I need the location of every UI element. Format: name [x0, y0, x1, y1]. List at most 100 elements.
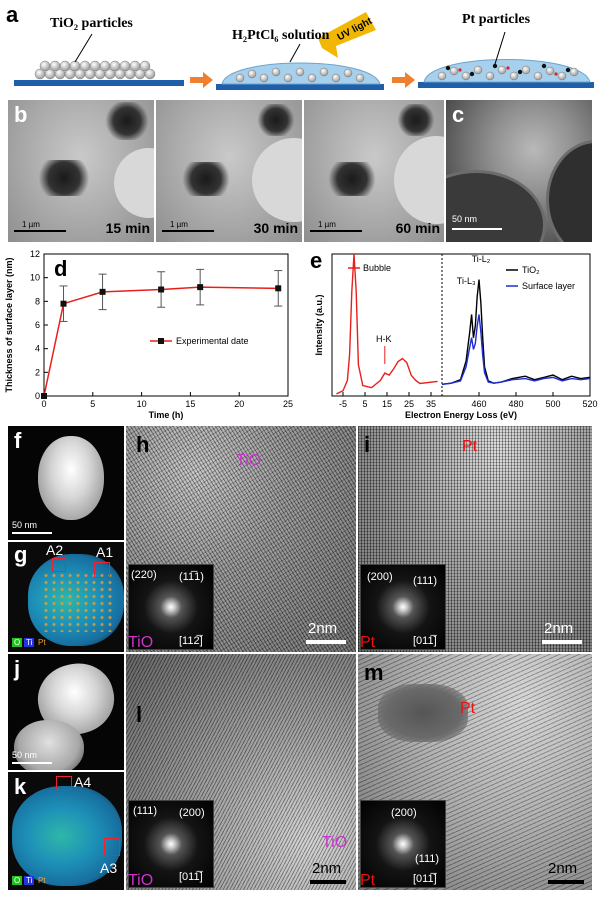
y-axis-title: Intensity (a.u.): [314, 294, 324, 355]
data-point: [41, 393, 47, 399]
particle-cluster-3: [437, 65, 579, 81]
annotation-ti-l2: Ti-L₂: [472, 254, 491, 264]
y-tick-label: 8: [35, 296, 40, 306]
legend-o: O: [12, 876, 23, 885]
legend-label: Surface layer: [522, 281, 575, 291]
panel-label-c: c: [452, 102, 465, 127]
legend-marker: [158, 338, 164, 344]
y-tick-label: 4: [35, 344, 40, 354]
fft-zone-axis: [011̅]: [413, 873, 437, 885]
fft-index-2: (111): [415, 853, 440, 865]
phase-label-tio: TiO: [236, 452, 262, 469]
panel-label-j: j: [14, 656, 21, 681]
scale-bar-label: 1 µm: [22, 220, 40, 229]
panel-label-g: g: [14, 542, 28, 567]
fft-index-1: (200): [367, 571, 393, 583]
legend-pt: Pt: [38, 638, 46, 647]
legend-label: Bubble: [363, 263, 391, 273]
fft-zone-axis: [011̅]: [413, 635, 437, 647]
fft-label: TiO: [128, 634, 154, 651]
region-a4-box: [56, 776, 72, 790]
time-label: 60 min: [395, 220, 440, 236]
scale-bar-label: 1 µm: [170, 220, 188, 229]
panel-label-f: f: [14, 428, 22, 453]
x-tick-label: 520: [582, 399, 597, 409]
legend-o: O: [12, 638, 23, 647]
series-line-bubble: [336, 253, 438, 395]
x-tick-label: 15: [185, 399, 195, 409]
x-axis-title: Electron Energy Loss (eV): [405, 410, 517, 420]
scale-bar: [310, 230, 362, 232]
panel-k: k A4 A3 O Ti Pt: [8, 772, 124, 890]
series-line-tio2: [441, 279, 591, 386]
legend-label: Experimental date: [176, 336, 249, 346]
scale-bar: [548, 880, 584, 884]
panel-h: h TiO (220) (11̅1) [112̅] TiO 2nm: [126, 426, 356, 652]
schematic-diagram: [14, 12, 594, 90]
panel-a: a: [0, 0, 600, 100]
panel-d-chart: d 0 5 10 15 20 25 0 2 4 6 8 10 12 Time (h) Thickness of…: [4, 249, 293, 420]
substrate-3: [418, 82, 594, 88]
annotation-hk: H-K: [376, 334, 392, 344]
panel-g: g A2 A1 O Ti Pt: [8, 542, 124, 652]
panel-c: c 50 nm: [446, 100, 592, 242]
legend-ti: Ti: [24, 876, 35, 885]
x-tick-label: 25: [404, 399, 414, 409]
scale-bar-label: 2nm: [308, 620, 338, 637]
tio2-particle-cluster-2: [235, 67, 365, 83]
panel-l: l TiO (111) (200) [011̅] TiO 2nm: [126, 654, 356, 890]
red-dots: [458, 66, 558, 76]
pointer-line-2: [289, 43, 301, 63]
particle-shape: [546, 140, 592, 242]
scale-bar-label: 50 nm: [12, 520, 38, 530]
x-tick-label: 5: [90, 399, 95, 409]
tio2-particle-cluster-1: [34, 60, 156, 80]
y-tick-label: 2: [35, 367, 40, 377]
process-arrow-2: [392, 72, 415, 88]
bubble: [114, 148, 154, 218]
fft-inset: (220) (11̅1) [112̅]: [128, 564, 214, 650]
particle-shape: [446, 170, 546, 242]
substrate-1: [14, 80, 184, 86]
panel-b-frame-2: 1 µm 30 min: [156, 100, 302, 242]
panel-label-d: d: [54, 256, 67, 281]
fft-index-2: (11̅1): [179, 571, 204, 583]
panel-label-h: h: [136, 432, 150, 457]
scale-bar: [542, 640, 582, 644]
region-a1-label: A1: [96, 544, 114, 560]
data-point: [60, 300, 67, 307]
data-point: [99, 288, 106, 295]
panel-i: i Pt (200) (111) [011̅] Pt 2nm: [358, 426, 592, 652]
x-tick-label: -5: [339, 399, 347, 409]
x-tick-label: 10: [137, 399, 147, 409]
scale-bar: [452, 228, 502, 230]
panel-label-b: b: [14, 102, 28, 127]
scale-bar: [162, 230, 214, 232]
annotation-ti-l3: Ti-L₃: [457, 276, 476, 286]
scale-bar-label: 50 nm: [452, 214, 478, 224]
panel-b-frame-1: 1 µm 15 min: [8, 100, 154, 242]
fft-inset: (200) (111) [011̅]: [360, 564, 446, 650]
y-axis-title: Thickness of surface layer (nm): [4, 257, 14, 392]
region-a3-box: [104, 838, 120, 856]
fft-index-1: (220): [131, 569, 157, 581]
panel-f: f 50 nm: [8, 426, 124, 540]
fft-label: TiO: [128, 872, 154, 889]
particle-agglomerate: [324, 162, 380, 196]
panel-j: j 50 nm: [8, 654, 124, 770]
fft-zone-axis: [011̅]: [179, 871, 203, 883]
scale-bar-label: 2nm: [544, 620, 574, 637]
step1-label: TiO₂ particles: [50, 16, 133, 31]
scale-bar: [12, 762, 52, 764]
y-tick-label: 12: [30, 249, 40, 259]
scale-bar-label: 2nm: [548, 860, 578, 877]
fft-label: Pt: [360, 634, 376, 651]
fft-index-1: (111): [133, 805, 158, 817]
panel-label-k: k: [14, 774, 27, 799]
x-tick-label: 500: [545, 399, 560, 409]
data-point: [197, 284, 204, 291]
x-tick-label: 460: [471, 399, 486, 409]
pointer-line-1: [74, 33, 93, 63]
plot-frame: [43, 253, 289, 397]
panel-label-l: l: [136, 702, 143, 727]
